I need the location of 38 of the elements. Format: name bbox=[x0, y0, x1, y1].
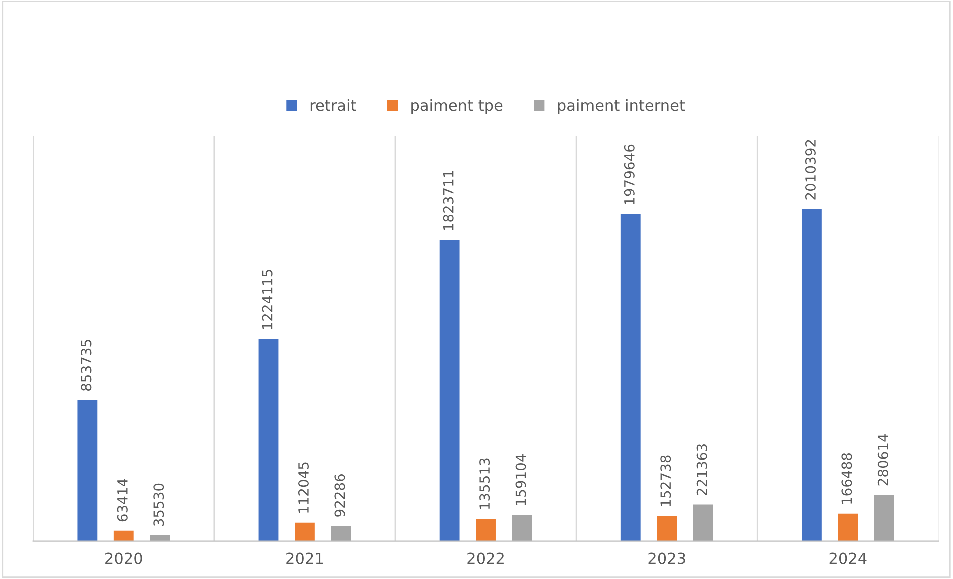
bar bbox=[802, 209, 822, 542]
bar bbox=[620, 214, 641, 542]
data-label: 853735 bbox=[81, 340, 92, 392]
x-tick-label: 2020 bbox=[106, 552, 142, 564]
data-label: 112045 bbox=[298, 462, 309, 513]
bar bbox=[114, 530, 134, 542]
data-label: 1224115 bbox=[262, 270, 273, 330]
bar bbox=[440, 240, 460, 542]
bar bbox=[331, 526, 352, 542]
data-label: 2010392 bbox=[805, 140, 816, 200]
data-label: 159104 bbox=[516, 454, 526, 506]
bar bbox=[476, 518, 496, 542]
data-label: 92286 bbox=[334, 474, 346, 517]
bar bbox=[295, 522, 315, 542]
data-label: 35530 bbox=[154, 484, 164, 526]
x-tick-label: 2023 bbox=[648, 552, 686, 564]
data-label: 166488 bbox=[842, 453, 852, 504]
legend-label: paiment internet bbox=[558, 99, 686, 114]
data-label: 280614 bbox=[878, 434, 888, 486]
bar bbox=[693, 504, 714, 542]
bar bbox=[838, 514, 858, 542]
bar bbox=[150, 535, 170, 542]
x-tick-label: 2021 bbox=[286, 552, 323, 564]
bar bbox=[258, 339, 279, 542]
data-label: 221363 bbox=[696, 444, 708, 496]
legend-label: paiment tpe bbox=[412, 99, 503, 114]
data-label: 63414 bbox=[117, 479, 128, 522]
bar bbox=[657, 516, 678, 542]
bar bbox=[78, 400, 98, 542]
bar bbox=[512, 515, 532, 542]
data-label: 152738 bbox=[660, 456, 672, 506]
bar bbox=[874, 494, 894, 542]
data-label: 1979646 bbox=[624, 144, 635, 204]
x-tick-label: 2024 bbox=[830, 552, 867, 564]
data-label: 1823711 bbox=[443, 171, 454, 230]
x-tick-label: 2022 bbox=[468, 552, 504, 564]
legend-label: retrait bbox=[310, 99, 356, 112]
data-label: 135513 bbox=[480, 458, 490, 510]
